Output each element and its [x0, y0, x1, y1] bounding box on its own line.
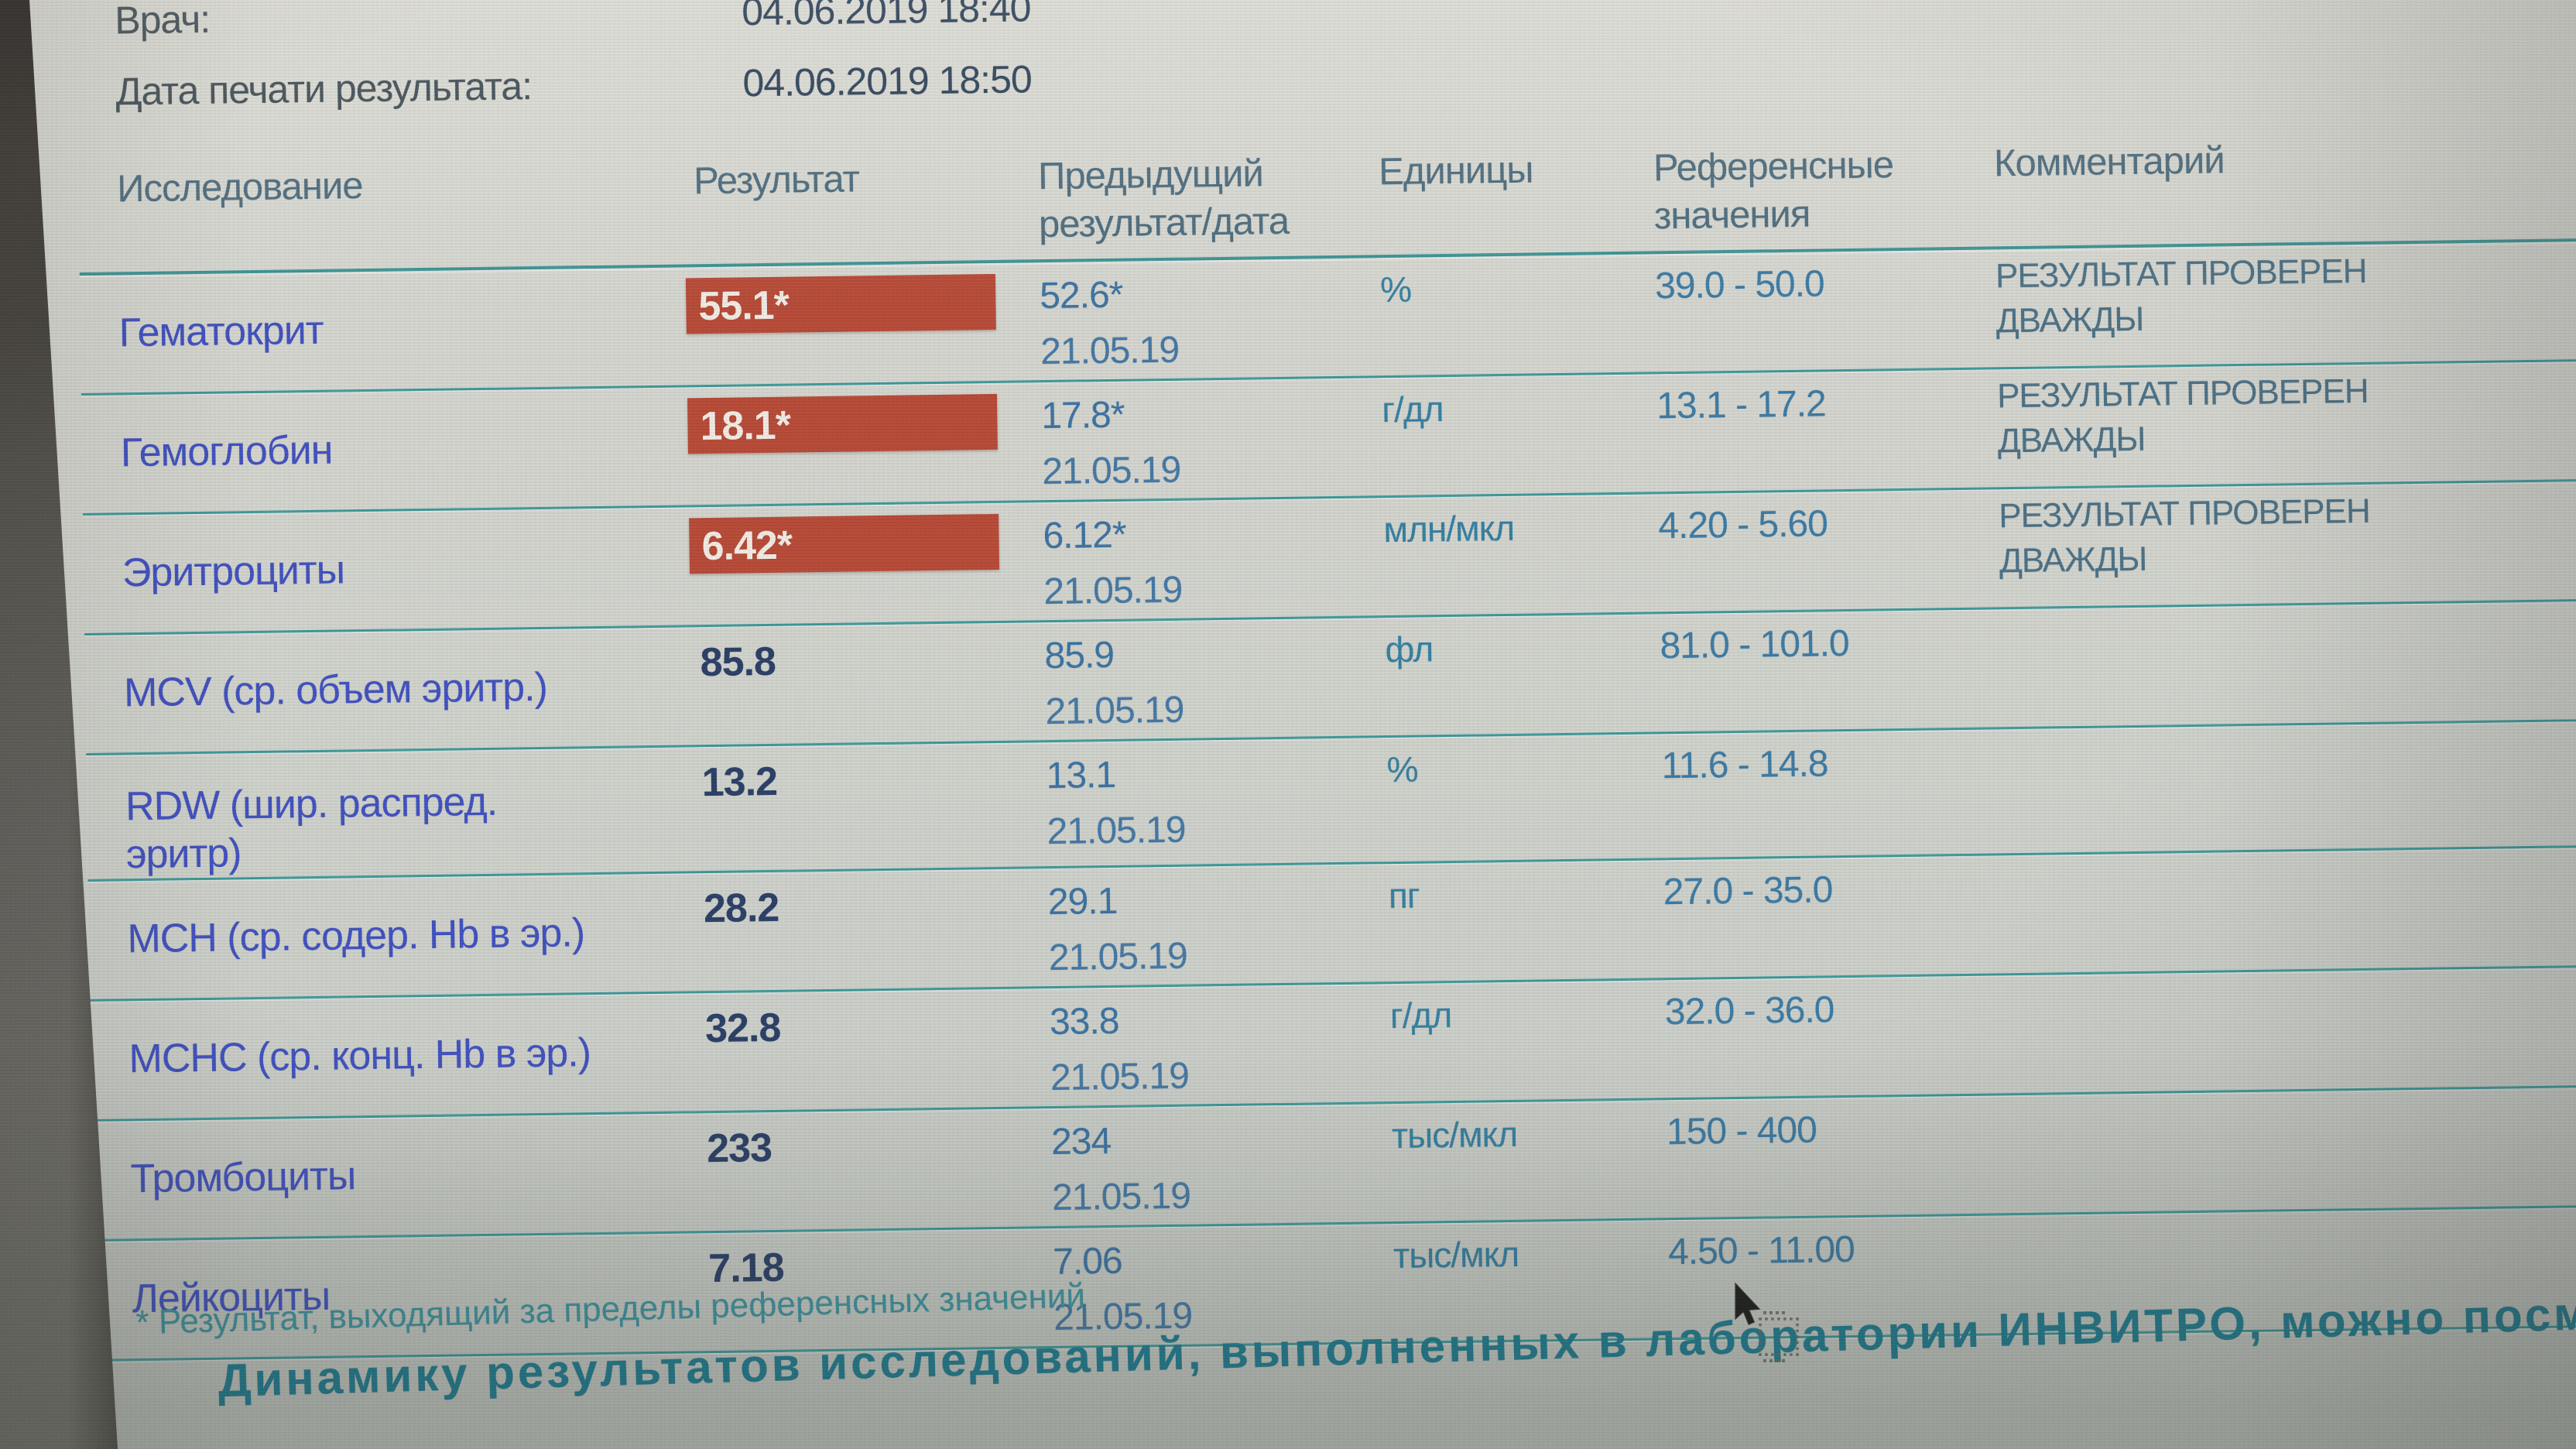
test-name: Гемоглобин — [120, 427, 333, 476]
previous-result-cell: 33.8 21.05.19 — [1049, 984, 1391, 1106]
comment-text — [2005, 970, 2409, 1093]
previous-result-cell: 85.9 21.05.19 — [1044, 618, 1386, 740]
result-value: 233 — [706, 1125, 772, 1172]
result-cell: 28.2 — [703, 868, 1049, 991]
print-date-row: Дата печати результата: 04.06.2019 18:50 — [115, 57, 1032, 140]
previous-result-cell: 234 21.05.19 — [1051, 1104, 1393, 1226]
units-value: % — [1379, 269, 1412, 310]
column-header-previous: Предыдущий результат/дата — [1037, 152, 1290, 246]
test-name: MCV (ср. объем эритр.) — [123, 664, 548, 716]
previous-result-value: 7.06 — [1052, 1240, 1123, 1283]
test-name: RDW (шир. распред. эритр) — [125, 779, 498, 878]
reference-range-value: 27.0 - 35.0 — [1663, 869, 1833, 913]
previous-result-cell: 13.1 21.05.19 — [1046, 738, 1388, 866]
comment-text — [2000, 604, 2404, 727]
reference-range-value: 150 - 400 — [1666, 1109, 1817, 1153]
previous-result-value: 29.1 — [1047, 880, 1118, 923]
reference-range-value: 13.1 - 17.2 — [1656, 383, 1827, 427]
reference-range-value: 11.6 - 14.8 — [1661, 743, 1828, 787]
report-meta: Врач: 04.06.2019 18:40 Дата печати резул… — [115, 0, 1033, 140]
comment-text — [2006, 1090, 2410, 1213]
column-header-units: Единицы — [1378, 149, 1533, 194]
units-value: г/дл — [1389, 995, 1452, 1036]
previous-result-date: 21.05.19 — [1043, 569, 1183, 613]
reference-range-value: 4.20 - 5.60 — [1658, 503, 1828, 547]
result-value: 85.8 — [700, 639, 776, 686]
previous-result-value: 6.12* — [1043, 514, 1126, 557]
previous-result-date: 21.05.19 — [1046, 809, 1186, 853]
units-value: фл — [1385, 629, 1434, 670]
test-name: Тромбоциты — [130, 1153, 356, 1202]
previous-result-value: 85.9 — [1044, 634, 1115, 677]
print-datetime: 04.06.2019 18:50 — [742, 57, 1033, 105]
previous-result-date: 21.05.19 — [1050, 1055, 1190, 1099]
result-value: 28.2 — [703, 885, 779, 932]
doctor-label: Врач: — [114, 0, 211, 43]
previous-result-date: 21.05.19 — [1048, 935, 1188, 979]
previous-result-date: 21.05.19 — [1051, 1175, 1191, 1219]
results-table-body: Гематокрит 55.1* 52.6* 21.05.19 % 39.0 -… — [79, 240, 2576, 1362]
units-value: пг — [1388, 875, 1420, 916]
previous-result-cell: 52.6* 21.05.19 — [1040, 258, 1382, 380]
result-value: 18.1* — [687, 393, 998, 454]
comment-text: РЕЗУЛЬТАТ ПРОВЕРЕН ДВАЖДЫ — [1995, 252, 2367, 341]
previous-result-value: 234 — [1050, 1121, 1112, 1163]
lab-report-document: Врач: 04.06.2019 18:40 Дата печати резул… — [76, 0, 2576, 1449]
result-value: 55.1* — [685, 273, 996, 334]
previous-result-cell: 6.12* 21.05.19 — [1043, 498, 1385, 620]
previous-result-date: 21.05.19 — [1045, 689, 1184, 733]
result-cell: 13.2 — [701, 742, 1047, 871]
reference-range-value: 32.0 - 36.0 — [1664, 989, 1834, 1033]
result-cell: 32.8 — [704, 988, 1050, 1111]
result-cell: 85.8 — [700, 622, 1046, 745]
previous-result-value: 52.6* — [1039, 274, 1123, 317]
results-table: Исследование Результат Предыдущий резуль… — [77, 122, 2576, 1362]
test-name: MCH (ср. содер. Hb в эр.) — [127, 910, 585, 962]
column-header-test: Исследование — [116, 165, 363, 211]
column-header-comment: Комментарий — [1993, 139, 2225, 185]
result-cell: 6.42* — [689, 502, 1044, 625]
previous-result-cell: 17.8* 21.05.19 — [1041, 378, 1383, 500]
doctor-datetime: 04.06.2019 18:40 — [741, 0, 1031, 34]
comment-text: РЕЗУЛЬТАТ ПРОВЕРЕН ДВАЖДЫ — [1996, 372, 2369, 461]
result-value: 32.8 — [704, 1005, 781, 1052]
result-cell: 55.1* — [685, 262, 1041, 385]
result-value: 6.42* — [689, 513, 1000, 574]
previous-result-date: 21.05.19 — [1041, 449, 1181, 493]
column-header-result: Результат — [693, 158, 860, 203]
units-value: тыс/мкл — [1391, 1113, 1518, 1156]
previous-result-date: 21.05.19 — [1040, 329, 1180, 373]
print-date-label: Дата печати результата: — [115, 64, 533, 114]
comment-text: РЕЗУЛЬТАТ ПРОВЕРЕН ДВАЖДЫ — [1998, 492, 2371, 581]
result-cell: 18.1* — [687, 382, 1043, 505]
mouse-arrow-pointer-icon — [1735, 1282, 1761, 1325]
test-name: MCHC (ср. конц. Hb в эр.) — [128, 1030, 591, 1082]
test-name: Эритроциты — [122, 547, 345, 596]
units-value: г/дл — [1381, 389, 1444, 430]
dotted-selection-box-icon — [1759, 1311, 1799, 1362]
test-name: Гематокрит — [118, 307, 324, 356]
comment-text — [2002, 724, 2406, 853]
units-value: млн/мкл — [1383, 507, 1515, 550]
reference-range-value: 39.0 - 50.0 — [1654, 263, 1825, 307]
result-value: 13.2 — [701, 759, 778, 806]
comment-text — [2003, 850, 2407, 973]
units-value: % — [1386, 748, 1418, 790]
previous-result-value: 33.8 — [1049, 1000, 1119, 1043]
column-header-reference: Референсные значения — [1653, 144, 1894, 238]
result-cell: 233 — [707, 1108, 1053, 1231]
previous-result-value: 13.1 — [1046, 754, 1116, 797]
reference-range-value: 81.0 - 101.0 — [1660, 622, 1850, 667]
previous-result-cell: 29.1 21.05.19 — [1047, 864, 1389, 986]
previous-result-value: 17.8* — [1041, 394, 1125, 437]
result-value: 7.18 — [707, 1245, 784, 1292]
